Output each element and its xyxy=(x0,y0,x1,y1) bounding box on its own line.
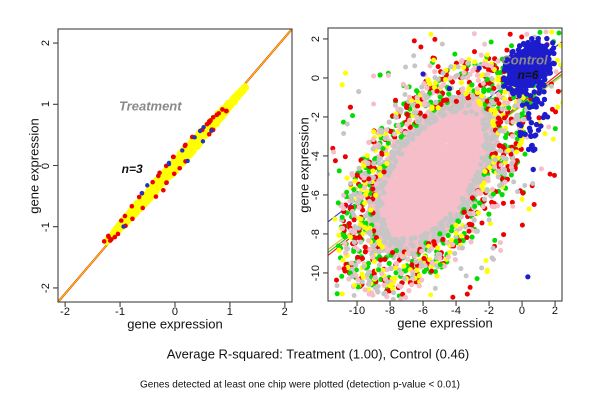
caption-r-squared: Average R-squared: Treatment (1.00), Con… xyxy=(166,346,470,362)
caption-detection-note: Genes detected at least one chip were pl… xyxy=(140,379,460,391)
y-tick-label: -10 xyxy=(310,264,322,282)
y-axis-label: gene expression xyxy=(26,117,42,214)
x-axis-label: gene expression xyxy=(397,315,493,331)
y-tick-label: -1 xyxy=(40,221,52,232)
x-tick-label: -10 xyxy=(348,305,366,317)
panel-annotation: Control xyxy=(501,52,548,68)
y-tick-label: 2 xyxy=(40,39,52,47)
x-tick-label: 0 xyxy=(518,305,526,317)
y-tick-label: -8 xyxy=(310,228,322,239)
y-tick-label: 2 xyxy=(310,35,322,43)
y-tick-label: -6 xyxy=(310,189,322,200)
x-tick-label: -1 xyxy=(114,306,126,318)
x-tick-label: -2 xyxy=(483,305,495,317)
y-tick-label: -4 xyxy=(310,150,322,161)
x-tick-label: 0 xyxy=(171,306,179,318)
y-tick-label: 0 xyxy=(310,74,322,82)
x-tick-label: -2 xyxy=(60,306,71,318)
y-tick-label: 1 xyxy=(40,101,52,108)
y-tick-label: -2 xyxy=(310,111,322,122)
y-tick-label: -2 xyxy=(40,282,52,293)
y-axis-label: gene expression xyxy=(296,116,312,213)
panel-annotation: Treatment xyxy=(118,98,182,114)
y-tick-label: 0 xyxy=(40,162,52,169)
panel-annotation: n=3 xyxy=(121,161,143,176)
x-axis-label: gene expression xyxy=(127,316,223,332)
x-tick-label: 2 xyxy=(281,306,289,318)
x-tick-label: -6 xyxy=(417,305,429,317)
x-tick-label: 2 xyxy=(551,305,559,317)
x-tick-label: -4 xyxy=(450,305,462,317)
x-tick-label: -8 xyxy=(384,305,396,317)
x-tick-label: 1 xyxy=(226,306,234,318)
panel-annotation: n=6 xyxy=(517,67,539,82)
